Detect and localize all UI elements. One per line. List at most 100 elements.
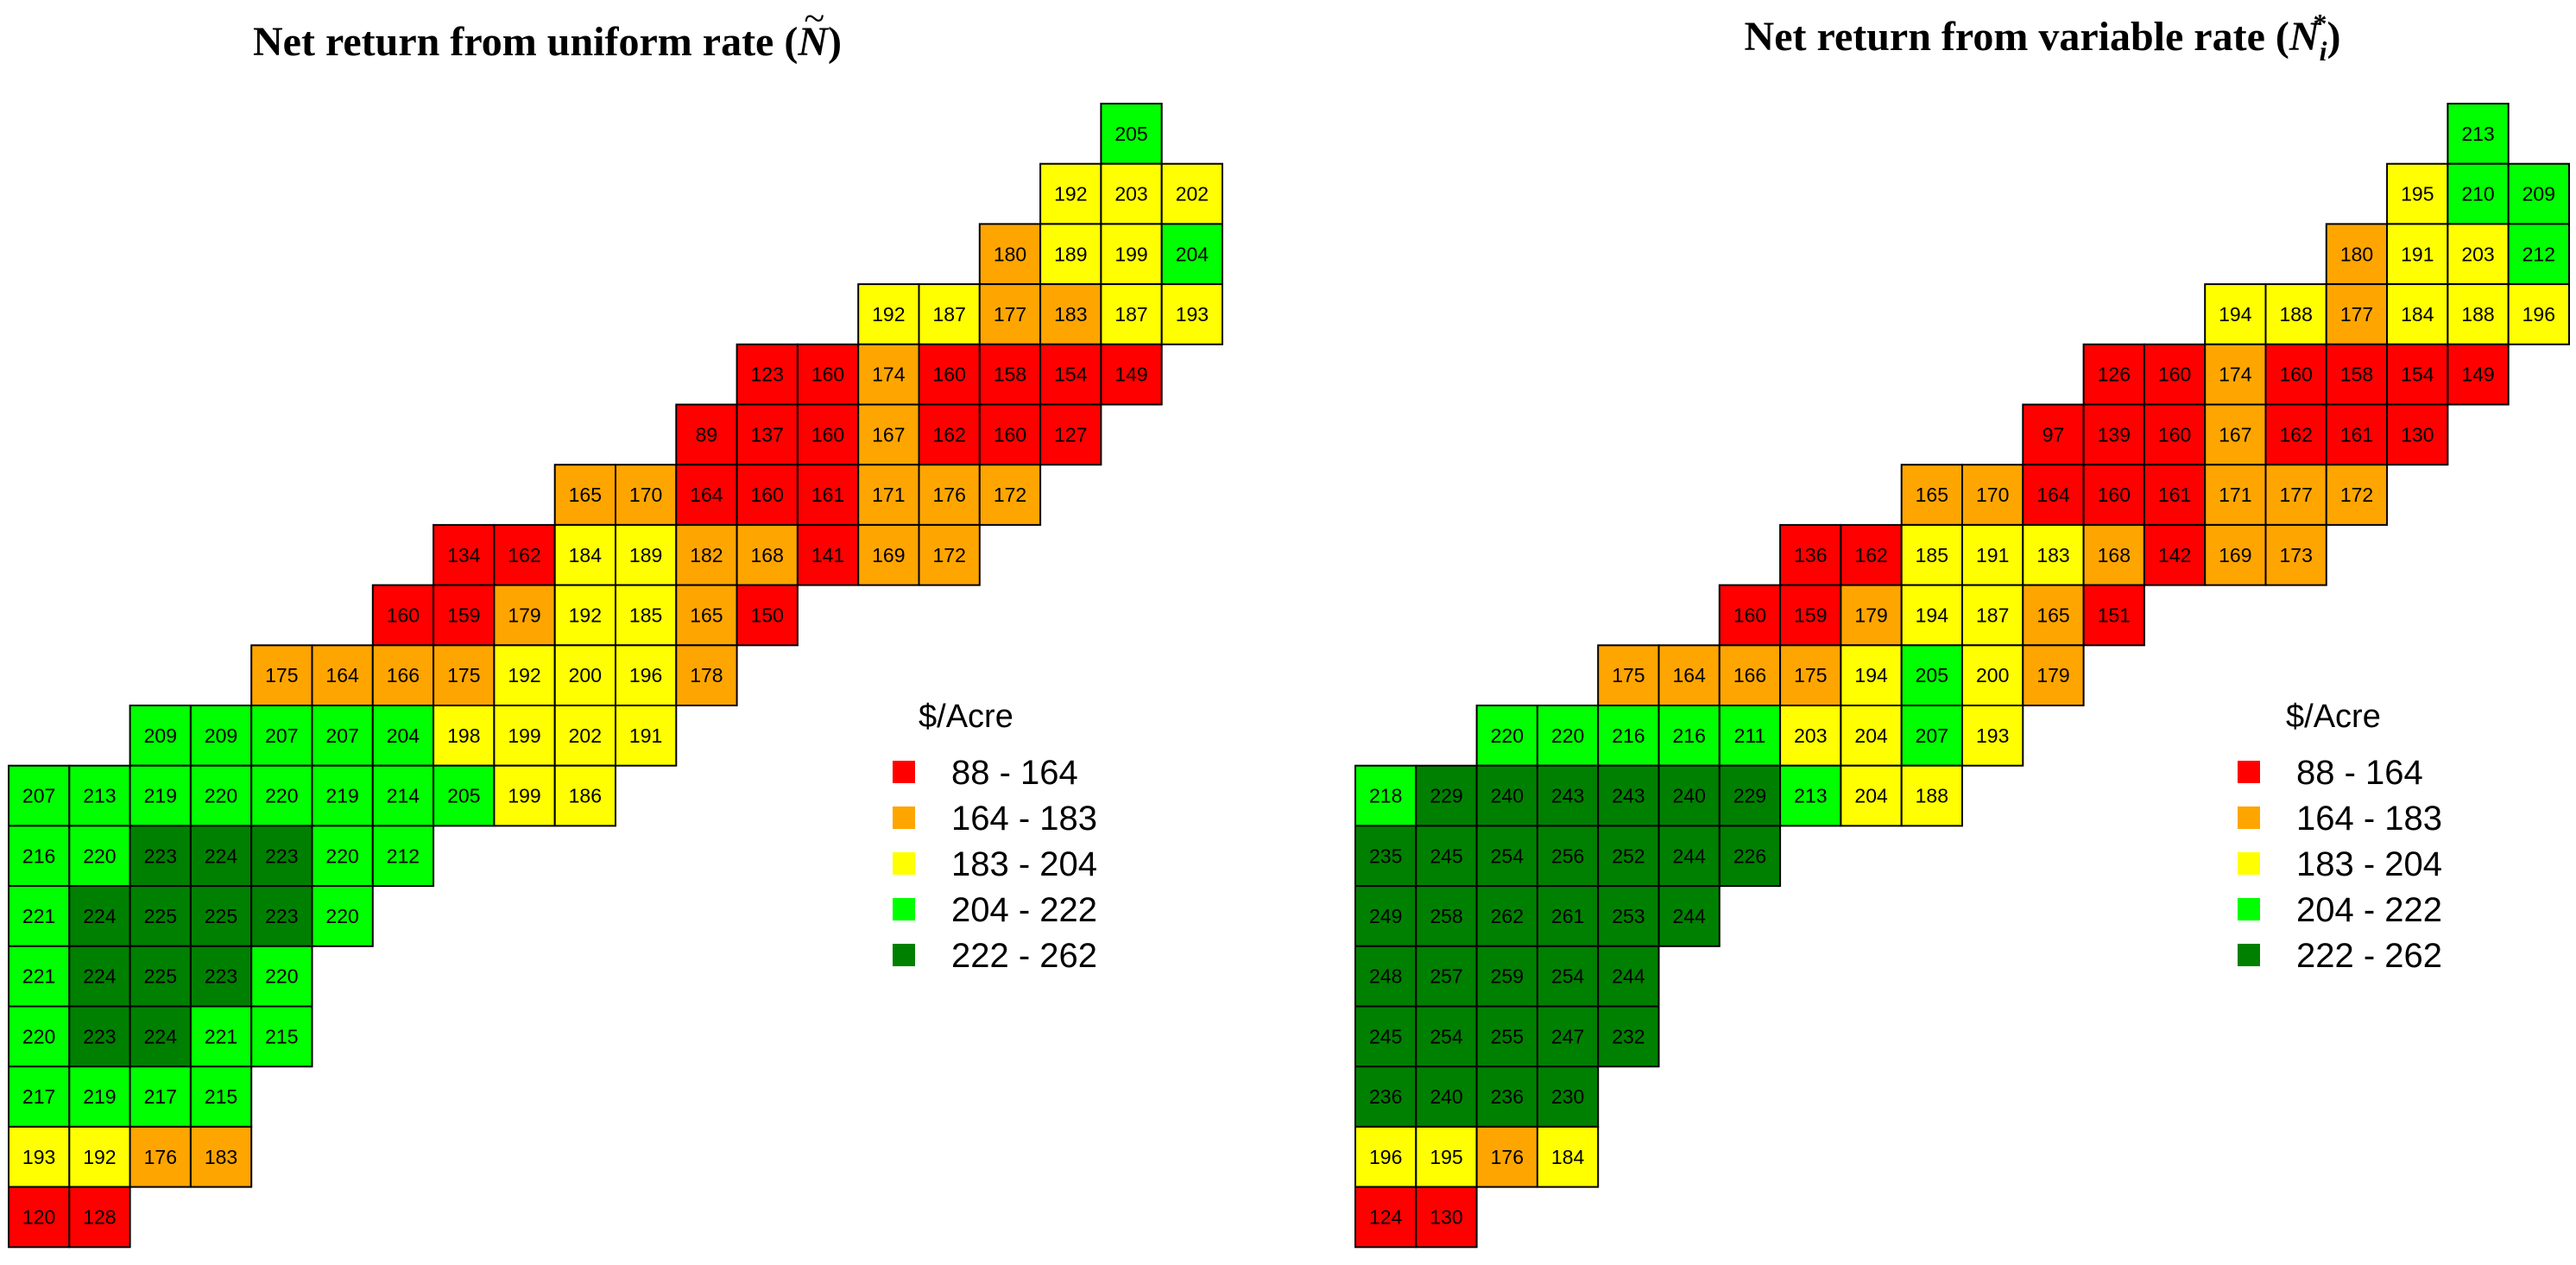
left-cell: 160 [918,343,981,406]
left-cell: 204 [371,705,435,767]
right-cell: 174 [2204,343,2267,406]
right-cell-fill [1657,764,1720,827]
left-cell-value: 215 [205,1085,237,1108]
left-cell-fill [553,705,617,767]
left-cell-value: 193 [22,1146,55,1168]
left-cell-value: 223 [83,1025,116,1047]
left-cell-value: 183 [1054,303,1087,326]
right-cell-fill [1657,885,1720,947]
right-cell-fill [1779,584,1842,647]
left-cell-fill [432,584,496,647]
right-cell-fill [2022,644,2085,706]
left-cell: 186 [553,764,617,827]
right-cell-fill [1657,644,1720,706]
right-cell-value: 213 [2461,123,2494,145]
left-cell: 223 [250,825,313,888]
left-cell-value: 224 [144,1025,178,1047]
right-legend-label: 204 - 222 [2296,891,2442,929]
left-cell: 223 [189,945,253,1008]
left-cell: 192 [68,1125,131,1188]
left-cell-value: 171 [872,484,905,506]
right-cell-fill [1536,1125,1600,1188]
left-legend-label: 88 - 164 [951,754,1078,792]
right-cell-value: 216 [1612,724,1645,747]
right-cell-value: 184 [2401,303,2434,326]
right-cell-value: 180 [2340,243,2373,265]
left-cell: 200 [553,644,617,706]
left-cell-value: 184 [569,544,603,566]
right-cell: 204 [1840,764,1903,827]
left-map-grid: 205 192 203 202 180 189 199 204 192 187 177 183 187 1… [8,103,1223,1249]
left-cell-value: 187 [1114,303,1147,326]
right-cell-value: 213 [1794,785,1827,807]
right-cell: 259 [1475,945,1538,1008]
right-cell-value: 226 [1733,844,1766,867]
left-cell-fill [796,523,860,586]
right-cell-value: 176 [1491,1146,1524,1168]
right-map-grid: 213 195 210 209 180 191 203 212 194 188 177 184 188 1… [1354,103,2570,1249]
right-cell: 142 [2143,523,2207,586]
right-cell-value: 195 [2401,183,2434,206]
left-cell-value: 177 [994,303,1026,326]
left-cell: 160 [978,403,1042,466]
left-cell-fill [675,523,738,586]
left-cell: 179 [493,584,556,647]
left-cell-value: 196 [629,664,662,686]
left-cell-value: 160 [933,364,966,386]
right-cell-fill [1415,764,1478,827]
left-cell-value: 220 [325,844,358,867]
right-cell: 220 [1475,705,1538,767]
left-cell-value: 223 [265,844,298,867]
right-cell: 247 [1536,1005,1600,1068]
left-cell: 187 [1100,283,1163,345]
left-cell: 150 [736,584,799,647]
left-cell: 193 [1160,283,1223,345]
left-cell: 192 [1039,162,1102,225]
right-cell-fill [2204,283,2267,345]
left-cell: 160 [736,464,799,526]
left-cell: 160 [796,403,860,466]
left-cell-fill [1160,223,1223,286]
right-cell-fill [1718,644,1782,706]
right-cell: 172 [2325,464,2389,526]
left-cell-value: 223 [144,844,177,867]
right-cell: 212 [2507,223,2570,286]
right-cell-fill [2507,162,2570,225]
left-cell-value: 219 [144,785,177,807]
left-cell-fill [493,523,556,586]
left-cell: 158 [978,343,1042,406]
right-cell-value: 126 [2098,364,2131,386]
right-cell-value: 188 [2280,303,2313,326]
left-cell: 215 [189,1066,253,1128]
left-cell: 199 [493,705,556,767]
left-cell: 192 [553,584,617,647]
right-cell-fill [1718,705,1782,767]
right-cell: 256 [1536,825,1600,888]
right-cell-value: 97 [2042,423,2065,446]
right-cell-value: 245 [1369,1025,1402,1047]
right-cell-fill [1900,584,1963,647]
left-cell-value: 192 [872,303,905,326]
right-cell-value: 162 [1854,544,1887,566]
left-cell-fill [432,523,496,586]
right-cell-fill [1900,523,1963,586]
right-cell-value: 179 [1854,604,1887,627]
right-cell-value: 218 [1369,785,1402,807]
right-cell: 220 [1536,705,1600,767]
left-cell-fill [918,283,981,345]
left-cell: 193 [8,1125,71,1188]
left-legend-swatch [893,898,915,920]
right-cell-fill [2143,523,2207,586]
left-cell-value: 220 [265,965,298,988]
left-cell-value: 166 [387,664,420,686]
left-cell-value: 182 [690,544,723,566]
left-cell-fill [371,764,435,827]
left-cell-value: 220 [205,785,237,807]
right-cell-value: 209 [2522,183,2555,206]
left-cell-value: 137 [751,423,784,446]
left-cell: 162 [493,523,556,586]
left-cell: 213 [68,764,131,827]
left-cell-value: 123 [751,364,784,386]
right-cell: 175 [1779,644,1842,706]
left-cell: 214 [371,764,435,827]
